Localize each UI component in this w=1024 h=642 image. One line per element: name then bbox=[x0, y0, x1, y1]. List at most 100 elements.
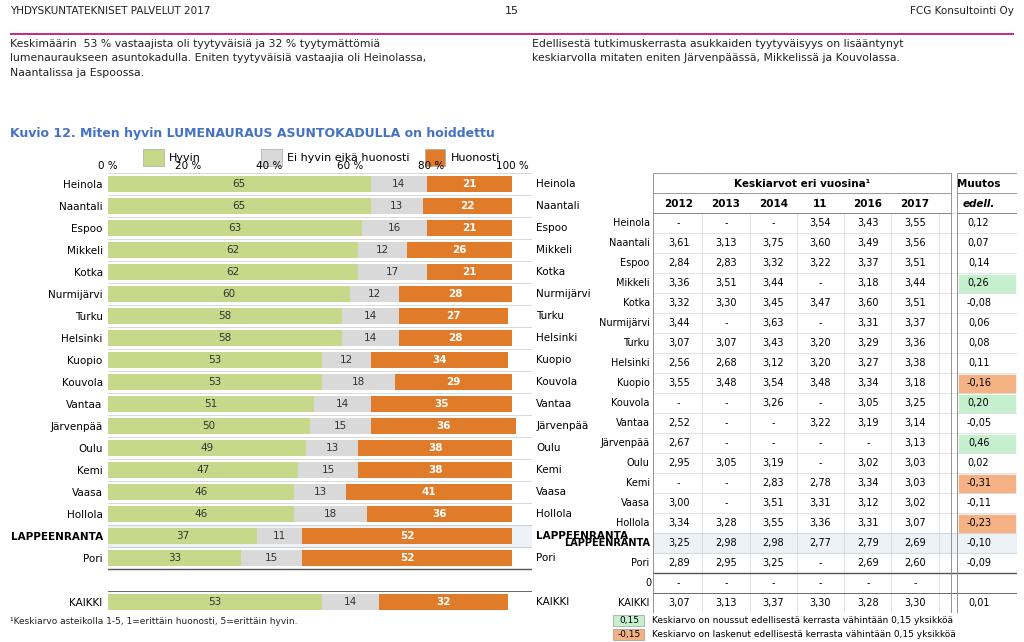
Bar bbox=[261, 150, 282, 166]
Text: -: - bbox=[724, 418, 728, 428]
Text: Mikkeli: Mikkeli bbox=[616, 278, 649, 288]
Text: Naantali: Naantali bbox=[537, 202, 580, 211]
Text: -: - bbox=[913, 578, 916, 588]
Text: 2013: 2013 bbox=[712, 199, 740, 209]
Text: Nurmijärvi: Nurmijärvi bbox=[599, 318, 649, 328]
Text: 3,63: 3,63 bbox=[763, 318, 784, 328]
Bar bbox=[371, 396, 512, 412]
Text: 3,38: 3,38 bbox=[904, 358, 926, 369]
Text: 52: 52 bbox=[399, 553, 415, 563]
Text: 3,44: 3,44 bbox=[668, 318, 689, 328]
Bar bbox=[108, 243, 358, 258]
Text: 21: 21 bbox=[463, 179, 477, 189]
Text: -: - bbox=[819, 278, 822, 288]
Text: -0,08: -0,08 bbox=[967, 299, 991, 308]
Text: Huonosti: Huonosti bbox=[451, 153, 500, 163]
Text: 2,98: 2,98 bbox=[763, 538, 784, 548]
Text: 3,27: 3,27 bbox=[857, 358, 879, 369]
Text: Kemi: Kemi bbox=[537, 465, 562, 475]
Bar bbox=[302, 528, 512, 544]
Text: Hollola: Hollola bbox=[616, 518, 649, 528]
Text: 53: 53 bbox=[208, 355, 221, 365]
Text: Kuopio: Kuopio bbox=[537, 355, 571, 365]
Text: 3,19: 3,19 bbox=[763, 458, 784, 468]
Bar bbox=[322, 594, 379, 610]
Text: 3,37: 3,37 bbox=[763, 598, 784, 608]
Text: 28: 28 bbox=[449, 290, 463, 299]
Text: 3,45: 3,45 bbox=[763, 299, 784, 308]
Bar bbox=[294, 507, 367, 522]
Text: Heinola: Heinola bbox=[612, 218, 649, 229]
Text: 27: 27 bbox=[446, 311, 461, 321]
Text: -: - bbox=[724, 398, 728, 408]
Text: 3,54: 3,54 bbox=[763, 378, 784, 388]
Text: 0,01: 0,01 bbox=[968, 598, 989, 608]
Text: 3,02: 3,02 bbox=[904, 498, 926, 508]
Text: 3,07: 3,07 bbox=[904, 518, 926, 528]
Text: 3,55: 3,55 bbox=[904, 218, 926, 229]
Text: 35: 35 bbox=[434, 399, 449, 409]
Text: 38: 38 bbox=[428, 465, 442, 475]
Bar bbox=[342, 331, 399, 346]
Text: 0,11: 0,11 bbox=[968, 358, 989, 369]
Text: 3,31: 3,31 bbox=[857, 518, 879, 528]
Text: -: - bbox=[724, 578, 728, 588]
Text: Ei hyvin eikä huonosti: Ei hyvin eikä huonosti bbox=[287, 153, 410, 163]
Text: Muutos: Muutos bbox=[956, 179, 1000, 189]
Text: 3,54: 3,54 bbox=[810, 218, 831, 229]
Text: 3,07: 3,07 bbox=[715, 338, 737, 348]
Text: -: - bbox=[771, 438, 775, 448]
Text: 3,14: 3,14 bbox=[904, 418, 926, 428]
Text: 3,13: 3,13 bbox=[716, 238, 736, 248]
Text: Pori: Pori bbox=[632, 558, 649, 568]
Text: 51: 51 bbox=[204, 399, 217, 409]
Bar bbox=[294, 484, 346, 500]
Bar bbox=[108, 374, 322, 390]
Bar bbox=[302, 550, 512, 566]
Bar bbox=[346, 484, 512, 500]
Text: 3,12: 3,12 bbox=[763, 358, 784, 369]
Text: 2,68: 2,68 bbox=[715, 358, 737, 369]
Bar bbox=[108, 396, 314, 412]
Bar bbox=[306, 440, 358, 456]
Text: Helsinki: Helsinki bbox=[537, 333, 578, 343]
Bar bbox=[399, 308, 508, 324]
Bar bbox=[358, 462, 512, 478]
Bar bbox=[108, 528, 257, 544]
Text: 2012: 2012 bbox=[665, 199, 693, 209]
Text: 3,48: 3,48 bbox=[810, 378, 831, 388]
Text: -0,09: -0,09 bbox=[967, 558, 991, 568]
Bar bbox=[241, 550, 302, 566]
Text: 2017: 2017 bbox=[900, 199, 930, 209]
Text: -: - bbox=[819, 318, 822, 328]
Text: 3,34: 3,34 bbox=[857, 378, 879, 388]
Text: 36: 36 bbox=[432, 509, 446, 519]
Text: 18: 18 bbox=[324, 509, 337, 519]
Text: 3,19: 3,19 bbox=[857, 418, 879, 428]
Text: Heinola: Heinola bbox=[537, 179, 575, 189]
Text: 0,08: 0,08 bbox=[968, 338, 989, 348]
Text: Keskiarvot eri vuosina¹: Keskiarvot eri vuosina¹ bbox=[734, 179, 870, 189]
Text: Oulu: Oulu bbox=[627, 458, 649, 468]
Bar bbox=[322, 374, 395, 390]
Text: 3,49: 3,49 bbox=[857, 238, 879, 248]
Text: 2,83: 2,83 bbox=[763, 478, 784, 488]
Bar bbox=[371, 419, 516, 434]
Text: -: - bbox=[724, 318, 728, 328]
Text: -: - bbox=[771, 218, 775, 229]
Bar bbox=[613, 615, 644, 626]
Bar bbox=[613, 629, 644, 639]
Text: 13: 13 bbox=[326, 443, 339, 453]
Bar bbox=[425, 150, 445, 166]
Text: -: - bbox=[866, 438, 869, 448]
Text: 3,48: 3,48 bbox=[716, 378, 736, 388]
Text: 63: 63 bbox=[228, 223, 242, 233]
Text: 58: 58 bbox=[218, 311, 231, 321]
Text: 21: 21 bbox=[463, 223, 477, 233]
Text: Mikkeli: Mikkeli bbox=[537, 245, 572, 256]
Text: -: - bbox=[819, 578, 822, 588]
Text: 2,78: 2,78 bbox=[810, 478, 831, 488]
Text: 3,36: 3,36 bbox=[668, 278, 689, 288]
Bar bbox=[108, 177, 371, 192]
Text: 3,28: 3,28 bbox=[715, 518, 737, 528]
